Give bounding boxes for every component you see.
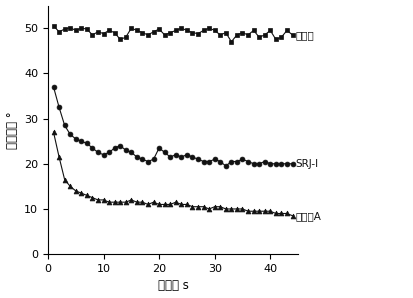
Text: SRJ-Ⅰ: SRJ-Ⅰ: [294, 159, 318, 169]
Text: 湃润劑A: 湃润劑A: [294, 211, 320, 221]
X-axis label: 时间／ s: 时间／ s: [157, 280, 188, 292]
Y-axis label: 接触角／ °: 接触角／ °: [5, 111, 19, 149]
Text: 纯净水: 纯净水: [294, 30, 313, 40]
